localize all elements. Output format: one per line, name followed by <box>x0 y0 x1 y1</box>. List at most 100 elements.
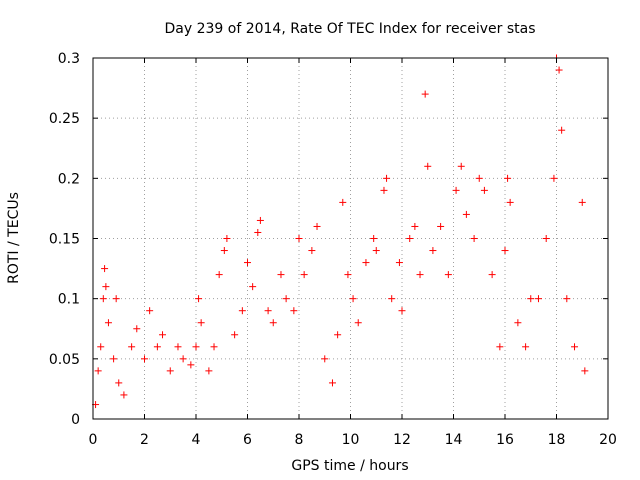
data-point <box>421 90 429 98</box>
x-tick-label: 14 <box>445 432 463 448</box>
data-point <box>249 283 257 291</box>
data-point <box>534 295 542 303</box>
x-tick-label: 18 <box>548 432 566 448</box>
data-point <box>101 265 109 273</box>
y-tick-label: 0.25 <box>49 111 80 127</box>
data-point <box>372 247 380 255</box>
data-point <box>506 198 514 206</box>
data-point <box>97 343 105 351</box>
x-tick-label: 16 <box>496 432 514 448</box>
data-point <box>578 198 586 206</box>
y-tick-label: 0 <box>71 412 80 428</box>
x-tick-label: 4 <box>192 432 201 448</box>
y-tick-label: 0.05 <box>49 352 80 368</box>
data-point <box>388 295 396 303</box>
data-point <box>104 319 112 327</box>
data-point <box>349 295 357 303</box>
data-point <box>328 379 336 387</box>
data-point <box>254 228 262 236</box>
y-tick-label: 0.2 <box>58 171 80 187</box>
data-point <box>514 319 522 327</box>
points-layer <box>92 54 589 409</box>
x-tick-label: 0 <box>89 432 98 448</box>
data-point <box>290 307 298 315</box>
data-point <box>470 235 478 242</box>
data-point <box>370 235 378 242</box>
data-point <box>362 259 370 267</box>
data-point <box>192 343 200 351</box>
data-point <box>581 367 589 375</box>
data-point <box>383 174 391 182</box>
data-point <box>264 307 272 315</box>
plot-frame <box>92 57 609 420</box>
data-point <box>94 367 102 375</box>
chart-title: Day 239 of 2014, Rate Of TEC Index for r… <box>164 21 535 37</box>
data-point <box>210 343 218 351</box>
data-point <box>527 295 535 303</box>
data-point <box>501 247 509 255</box>
data-point <box>444 271 452 279</box>
data-point <box>256 216 264 224</box>
data-point <box>187 361 195 369</box>
x-tick-label: 2 <box>140 432 149 448</box>
x-tick-label: 12 <box>393 432 411 448</box>
data-point <box>223 235 231 242</box>
data-point <box>141 355 148 363</box>
data-point <box>437 222 445 230</box>
data-point <box>166 367 174 375</box>
data-point <box>504 174 512 182</box>
data-point <box>238 307 246 315</box>
x-tick-label: 8 <box>295 432 304 448</box>
data-point <box>354 319 362 327</box>
data-point <box>380 186 388 194</box>
data-point <box>496 343 504 351</box>
data-point <box>231 331 239 339</box>
data-point <box>102 283 110 291</box>
data-point <box>398 307 406 315</box>
data-point <box>344 271 352 279</box>
data-point <box>571 343 579 351</box>
y-tick-label: 0.1 <box>58 292 80 308</box>
x-tick-label: 10 <box>342 432 360 448</box>
data-point <box>244 259 251 267</box>
data-point <box>99 295 107 303</box>
data-point <box>480 186 488 194</box>
data-point <box>179 355 187 363</box>
data-point <box>563 295 571 303</box>
x-axis-label: GPS time / hours <box>291 458 408 474</box>
data-point <box>429 247 437 255</box>
data-point <box>488 271 496 279</box>
data-point <box>153 343 161 351</box>
data-point <box>475 174 483 182</box>
data-point <box>215 271 223 279</box>
data-point <box>205 367 213 375</box>
data-point <box>159 331 167 339</box>
data-point <box>462 210 470 218</box>
y-axis-label: ROTI / TECUs <box>6 192 22 284</box>
data-point <box>282 295 290 303</box>
data-point <box>295 235 303 242</box>
data-point <box>146 307 154 315</box>
data-point <box>174 343 182 351</box>
data-point <box>313 222 321 230</box>
data-point <box>416 271 424 279</box>
y-tick-label: 0.3 <box>58 51 80 67</box>
grid-layer <box>93 58 608 419</box>
data-point <box>133 325 141 333</box>
data-point <box>300 271 308 279</box>
data-point <box>452 186 460 194</box>
data-point <box>277 271 285 279</box>
data-point <box>195 295 203 303</box>
data-point <box>220 247 228 255</box>
x-tick-label: 6 <box>243 432 252 448</box>
data-point <box>308 247 316 255</box>
x-tick-label: 20 <box>599 432 617 448</box>
data-point <box>197 319 205 327</box>
data-point <box>406 235 414 242</box>
data-point <box>457 162 465 170</box>
ticks-layer: 0 2 4 6 8 10 12 14 16 18 20 0 0.05 0.1 0.15 0.2 0.25 0.3 <box>49 51 617 448</box>
data-point <box>542 235 550 242</box>
data-point <box>334 331 342 339</box>
data-point <box>395 259 403 267</box>
